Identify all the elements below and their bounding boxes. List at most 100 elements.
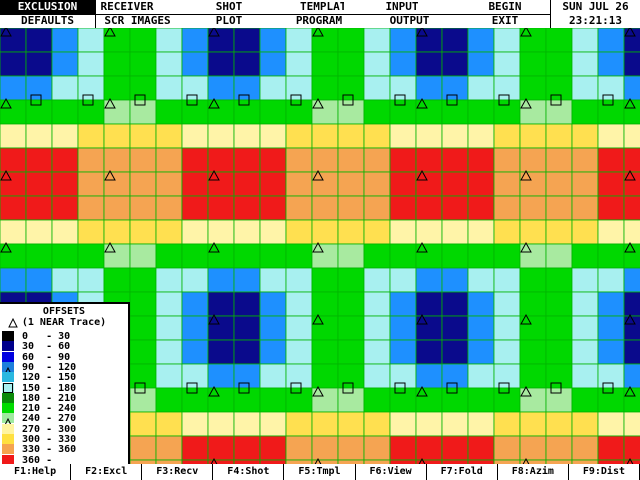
map-cell xyxy=(181,28,209,53)
map-cell xyxy=(571,387,599,413)
map-cell xyxy=(389,123,417,149)
map-cell xyxy=(233,147,261,173)
map-cell xyxy=(493,291,521,317)
map-cell xyxy=(233,219,261,245)
map-cell xyxy=(311,219,339,245)
legend-range-label: 330 - 360 xyxy=(22,444,77,456)
legend-range-label: 60 - 90 xyxy=(22,351,71,363)
fkey-fold[interactable]: F7:Fold xyxy=(427,464,498,480)
triangle-icon xyxy=(520,97,532,109)
map-cell xyxy=(545,171,573,197)
legend-range-label: 360 - xyxy=(22,454,53,466)
map-cell xyxy=(311,411,339,437)
map-cell xyxy=(181,291,209,317)
menu-scr-images[interactable]: SCR IMAGES xyxy=(104,14,171,27)
map-cell xyxy=(77,267,105,293)
map-cell xyxy=(259,28,287,53)
map-cell xyxy=(207,363,235,389)
fkey-tmpl[interactable]: F5:Tmpl xyxy=(284,464,356,480)
triangle-icon xyxy=(208,169,220,181)
map-cell xyxy=(25,123,53,149)
menu-template[interactable]: TEMPLATE xyxy=(300,0,344,13)
map-cell xyxy=(623,123,640,149)
map-cell xyxy=(571,267,599,293)
square-icon xyxy=(394,382,406,394)
map-cell xyxy=(181,243,209,269)
map-cell xyxy=(545,99,573,125)
map-cell xyxy=(103,75,131,101)
map-cell xyxy=(415,459,443,464)
menu-output[interactable]: OUTPUT xyxy=(389,14,430,27)
map-cell xyxy=(233,315,261,341)
map-cell xyxy=(493,171,521,197)
map-cell xyxy=(441,363,469,389)
triangle-icon xyxy=(312,169,324,181)
map-cell xyxy=(415,147,443,173)
map-cell xyxy=(571,28,599,53)
map-cell xyxy=(545,75,573,101)
map-cell xyxy=(545,387,573,413)
map-cell xyxy=(25,28,53,53)
menu-exit[interactable]: EXIT xyxy=(491,14,519,27)
map-cell xyxy=(441,435,469,461)
square-icon xyxy=(602,382,614,394)
square-icon xyxy=(498,382,510,394)
map-cell xyxy=(597,75,625,101)
fkey-shot[interactable]: F4:Shot xyxy=(213,464,285,480)
menu-defaults[interactable]: DEFAULTS xyxy=(21,14,74,27)
map-cell xyxy=(77,99,105,125)
map-cell xyxy=(285,171,313,197)
menu-begin[interactable]: BEGIN xyxy=(488,0,522,13)
map-cell xyxy=(519,195,547,221)
map-cell xyxy=(571,291,599,317)
menu-exclusion[interactable]: EXCLUSION xyxy=(0,0,95,14)
map-cell xyxy=(467,28,495,53)
menu-receiver[interactable]: RECEIVER xyxy=(100,0,154,13)
map-cell xyxy=(103,123,131,149)
menu-input[interactable]: INPUT xyxy=(385,0,419,13)
map-cell xyxy=(493,219,521,245)
map-cell xyxy=(51,195,79,221)
map-cell xyxy=(259,387,287,413)
map-cell xyxy=(623,75,640,101)
square-icon xyxy=(290,94,302,106)
legend-swatch xyxy=(2,403,14,414)
legend-swatch xyxy=(2,423,14,434)
map-cell xyxy=(519,219,547,245)
map-cell xyxy=(155,123,183,149)
map-cell xyxy=(597,267,625,293)
fkey-azim[interactable]: F8:Azim xyxy=(498,464,569,480)
map-cell xyxy=(285,99,313,125)
fkey-dist[interactable]: F9:Dist xyxy=(569,464,640,480)
map-cell xyxy=(51,51,79,77)
map-cell xyxy=(207,435,235,461)
map-cell xyxy=(415,411,443,437)
map-cell xyxy=(129,387,157,413)
menu-plot[interactable]: PLOT xyxy=(215,14,243,27)
map-cell xyxy=(337,387,365,413)
map-cell xyxy=(129,147,157,173)
map-cell xyxy=(597,28,625,53)
fkey-view[interactable]: F6:View xyxy=(356,464,427,480)
fkey-excl[interactable]: F2:Excl xyxy=(71,464,143,480)
menu-program[interactable]: PROGRAM xyxy=(295,14,343,27)
map-cell xyxy=(571,459,599,464)
map-cell xyxy=(597,387,625,413)
map-cell xyxy=(51,123,79,149)
map-cell xyxy=(415,219,443,245)
map-cell xyxy=(519,147,547,173)
fkey-help[interactable]: F1:Help xyxy=(0,464,72,480)
map-cell xyxy=(597,435,625,461)
square-icon xyxy=(134,94,146,106)
offsets-legend: OFFSETS (1 NEAR Trace) 0 - 30 30 - 60 60 -… xyxy=(0,302,130,466)
map-cell xyxy=(337,99,365,125)
legend-range-label: 180 - 210 xyxy=(22,392,77,404)
menu-shot[interactable]: SHOT xyxy=(215,0,243,13)
map-cell xyxy=(337,123,365,149)
fkey-recv[interactable]: F3:Recv xyxy=(142,464,214,480)
map-cell xyxy=(129,195,157,221)
map-cell xyxy=(623,411,640,437)
square-icon xyxy=(186,382,198,394)
map-cell xyxy=(233,51,261,77)
map-cell xyxy=(77,28,105,53)
